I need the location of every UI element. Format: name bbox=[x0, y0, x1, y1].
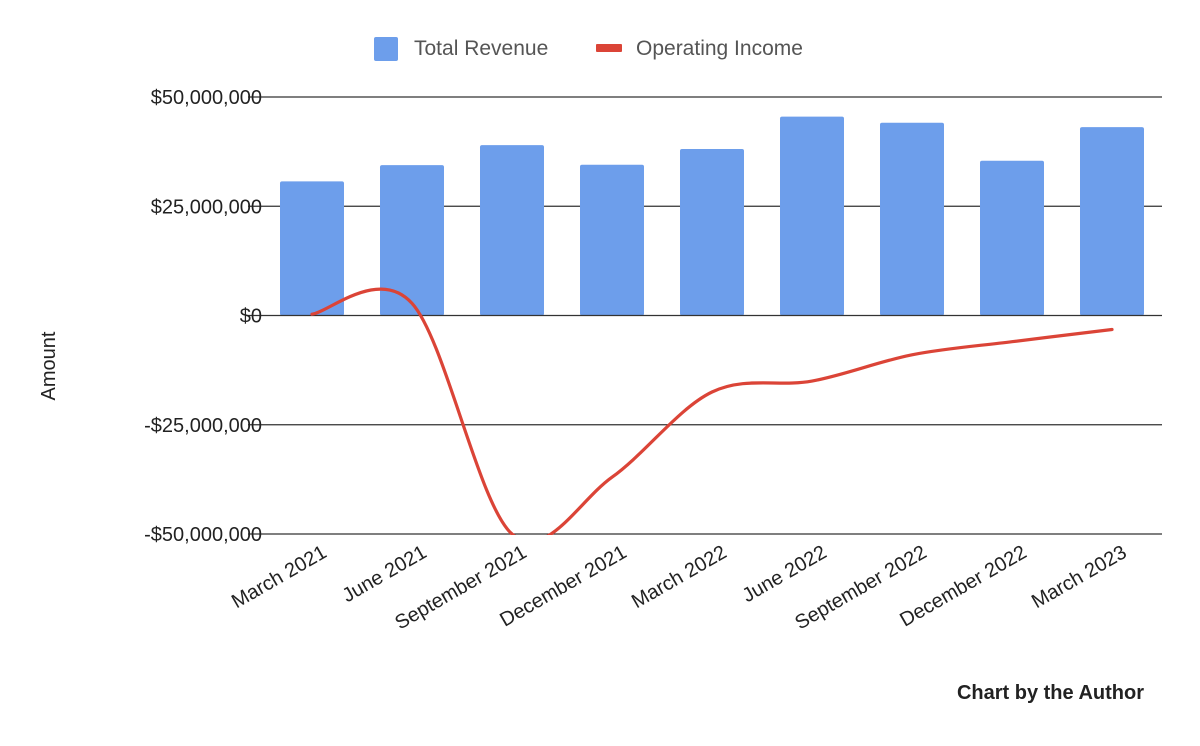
x-tick-label-2: June 2021 bbox=[339, 541, 431, 607]
bar-7 bbox=[880, 122, 944, 316]
y-axis-tick-labels: $50,000,000 $25,000,000 $0 -$25,000,000 -$50… bbox=[144, 87, 262, 546]
y-tick-label-2: $0 bbox=[240, 306, 262, 328]
legend: Total Revenue Operating Income bbox=[374, 37, 803, 61]
bar-5 bbox=[680, 149, 744, 316]
y-axis-label: Amount bbox=[38, 331, 60, 400]
y-tick-label-1: $25,000,000 bbox=[151, 196, 262, 218]
legend-label-total-revenue: Total Revenue bbox=[414, 37, 548, 60]
bar-8 bbox=[980, 160, 1044, 316]
operating-income-line bbox=[310, 287, 1114, 535]
y-tick-label-3: -$25,000,000 bbox=[144, 415, 262, 437]
bar-2 bbox=[380, 165, 444, 316]
x-tick-label-5: March 2022 bbox=[628, 541, 730, 613]
x-tick-label-9: March 2023 bbox=[1028, 541, 1130, 613]
bar-6 bbox=[780, 116, 844, 316]
legend-swatch-total-revenue bbox=[374, 37, 398, 61]
x-tick-label-1: March 2021 bbox=[228, 541, 330, 613]
bar-1 bbox=[280, 181, 344, 316]
bar-9 bbox=[1080, 127, 1144, 316]
y-tick-label-0: $50,000,000 bbox=[151, 87, 262, 109]
x-tick-label-6: June 2022 bbox=[739, 541, 831, 607]
revenue-bars bbox=[280, 116, 1144, 316]
legend-swatch-operating-income bbox=[596, 44, 622, 52]
bar-4 bbox=[580, 164, 644, 316]
bar-3 bbox=[480, 145, 544, 316]
y-tick-label-4: -$50,000,000 bbox=[144, 524, 262, 546]
chart-credit: Chart by the Author bbox=[956, 682, 1144, 704]
legend-label-operating-income: Operating Income bbox=[636, 37, 803, 60]
operating-income-line-group bbox=[310, 287, 1114, 535]
